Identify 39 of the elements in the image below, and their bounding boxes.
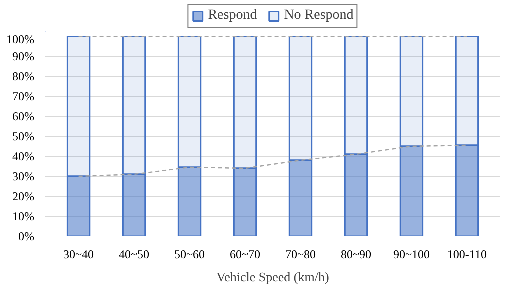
bar <box>66 176 91 236</box>
y-tick-label: 10% <box>12 210 35 224</box>
bar <box>288 160 313 236</box>
x-tick-label: 80~90 <box>340 248 372 262</box>
legend-label: No Respond <box>284 8 354 24</box>
bar <box>178 36 202 168</box>
bar <box>288 36 313 162</box>
bar <box>400 36 424 148</box>
x-tick-label: 100-110 <box>447 248 487 262</box>
x-axis-title: Vehicle Speed (km/h) <box>216 270 330 284</box>
bar <box>66 36 91 178</box>
x-tick-label: 60~70 <box>230 248 261 262</box>
y-tick-label: 20% <box>12 190 35 204</box>
y-tick-label: 40% <box>12 150 35 164</box>
bar <box>122 174 146 236</box>
bar <box>122 36 146 176</box>
x-tick-label: 40~50 <box>119 248 150 262</box>
y-tick-label: 70% <box>12 90 35 104</box>
y-tick-label: 100% <box>6 32 35 46</box>
x-tick-label: 70~80 <box>286 248 316 262</box>
x-tick-label: 90~100 <box>393 248 430 262</box>
y-tick-label: 80% <box>12 70 35 84</box>
y-tick-label: 90% <box>12 50 35 64</box>
x-tick-label: 50~60 <box>174 248 206 262</box>
bar <box>455 144 480 236</box>
y-tick-label: 30% <box>12 170 35 184</box>
y-tick-label: 0% <box>18 230 35 244</box>
bar <box>455 36 480 146</box>
line-series <box>78 144 468 178</box>
bar <box>233 168 258 236</box>
legend-label: Respond <box>208 8 258 24</box>
bar <box>178 166 202 236</box>
bar <box>233 36 258 170</box>
bar <box>344 36 368 156</box>
x-tick-label: 30~40 <box>64 248 94 262</box>
y-tick-label: 60% <box>12 110 35 124</box>
bar <box>400 146 424 236</box>
y-tick-label: 50% <box>12 130 35 144</box>
bar <box>344 154 368 236</box>
